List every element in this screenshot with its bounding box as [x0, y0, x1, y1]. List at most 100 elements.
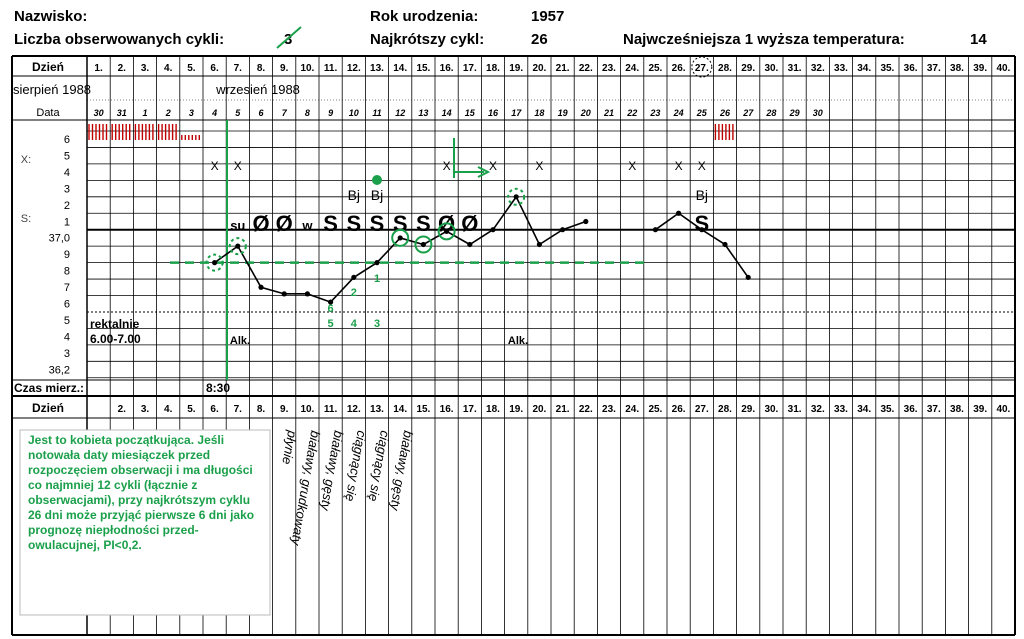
day-number-bottom: 37.	[927, 404, 941, 415]
day-number: 31.	[788, 63, 802, 74]
day-number: 4.	[164, 63, 173, 74]
day-number: 35.	[880, 63, 894, 74]
day-number-bottom: 26.	[672, 404, 686, 415]
temperature-circle-icon	[228, 237, 247, 256]
low-temp-number: 4	[351, 318, 358, 330]
day-number: 21.	[556, 63, 570, 74]
day-number: 40.	[996, 63, 1010, 74]
scale-label: 1	[64, 216, 70, 228]
date-value: 8	[305, 108, 310, 118]
date-value: 4	[211, 108, 217, 118]
cycles-label: Liczba obserwowanych cykli:	[14, 31, 225, 48]
temperature-point	[490, 227, 496, 233]
green-arrowhead-icon	[477, 166, 491, 178]
s-row-label: S:	[21, 213, 31, 225]
mucus-symbol: S	[416, 211, 431, 236]
mucus-symbol: S	[323, 211, 338, 236]
day-number-bottom: 13.	[370, 404, 384, 415]
date-value: 15	[465, 108, 476, 118]
scale-label: 6	[64, 134, 70, 146]
low-temp-number: 5	[328, 318, 334, 330]
day-number-bottom: 31.	[788, 404, 802, 415]
bj-mark: Bj	[348, 187, 360, 203]
day-number-bottom: 17.	[463, 404, 477, 415]
day-number-bottom: 11.	[324, 404, 338, 415]
temperature-point	[745, 274, 751, 281]
day-number-bottom: 39.	[973, 404, 987, 415]
temperature-point	[420, 241, 426, 248]
rectal-label: rektalnie	[90, 317, 140, 331]
day-number-bottom: 2.	[118, 404, 127, 415]
day-number-bottom: 40.	[996, 404, 1010, 415]
day-number: 37.	[927, 63, 941, 74]
temperature-point	[328, 299, 334, 305]
date-value: 31	[117, 108, 127, 118]
date-value: 30	[813, 108, 823, 118]
day-number: 26.	[672, 63, 686, 74]
x-mark: X	[628, 159, 636, 173]
day-number: 8.	[257, 63, 266, 74]
day-number: 11.	[324, 63, 338, 74]
day-number: 1.	[94, 63, 103, 74]
day-number-bottom: 27.	[695, 404, 709, 415]
date-value: 7	[282, 108, 288, 118]
x-mark: X	[535, 159, 543, 173]
day-number: 25.	[648, 63, 662, 74]
name-label: Nazwisko:	[14, 8, 88, 25]
temperature-point	[281, 291, 287, 297]
day-number-bottom: 29.	[741, 404, 755, 415]
x-mark: X	[489, 159, 497, 173]
mucus-symbol: Ø	[252, 211, 269, 236]
scale-label: 5	[64, 150, 70, 162]
day-number: 20.	[532, 63, 546, 74]
mucus-symbol: S	[346, 211, 361, 236]
chart-header: Nazwisko: Liczba obserwowanych cykli: 3 …	[0, 0, 1024, 56]
day-number: 18.	[486, 63, 500, 74]
date-value: 19	[558, 108, 568, 118]
temperature-point	[513, 194, 519, 200]
day-number-bottom: 12.	[347, 404, 361, 415]
temperature-point	[397, 235, 403, 241]
scale-label: 2	[64, 200, 70, 212]
day-number-bottom: 28.	[718, 404, 732, 415]
bj-mark: Bj	[371, 187, 383, 203]
day-number-bottom: 16.	[440, 404, 454, 415]
day-number-bottom: 15.	[416, 404, 430, 415]
temperature-point	[467, 241, 473, 248]
date-value: 16	[488, 108, 499, 118]
temperature-point	[652, 227, 659, 233]
day-number-bottom: 8.	[257, 404, 266, 415]
day-number-bottom: 9.	[280, 404, 289, 415]
temperature-point	[235, 243, 241, 249]
day-number-bottom: 33.	[834, 404, 848, 415]
day-number: 33.	[834, 63, 848, 74]
date-row-label: Data	[36, 107, 60, 119]
bj-mark: Bj	[696, 187, 708, 203]
date-value: 1	[142, 108, 147, 118]
day-number: 15.	[416, 63, 430, 74]
day-number: 9.	[280, 63, 289, 74]
temperature-circle-icon	[205, 253, 224, 272]
day-number: 6.	[210, 63, 219, 74]
date-value: 12	[395, 108, 405, 118]
date-value: 14	[442, 108, 452, 118]
day-number-bottom: 6.	[210, 404, 219, 415]
date-value: 29	[789, 108, 800, 118]
date-value: 10	[349, 108, 359, 118]
day-number: 2.	[118, 63, 127, 74]
day-number-bottom: 20.	[532, 404, 546, 415]
day-27-circle-icon	[691, 56, 713, 78]
day-number-bottom: 25.	[648, 404, 662, 415]
day-number-bottom: 14.	[393, 404, 407, 415]
cycles-strike-icon	[276, 26, 302, 49]
day-number-bottom: 32.	[811, 404, 825, 415]
date-value: 23	[649, 108, 660, 118]
day-number-bottom: 34.	[857, 404, 871, 415]
day-number: 28.	[718, 63, 732, 74]
green-dot-icon	[372, 175, 382, 185]
day-number: 19.	[509, 63, 523, 74]
day-number: 22.	[579, 63, 593, 74]
day-number: 27.	[695, 63, 709, 74]
temperature-point	[351, 274, 357, 281]
day-label-bottom: Dzień	[32, 401, 64, 415]
